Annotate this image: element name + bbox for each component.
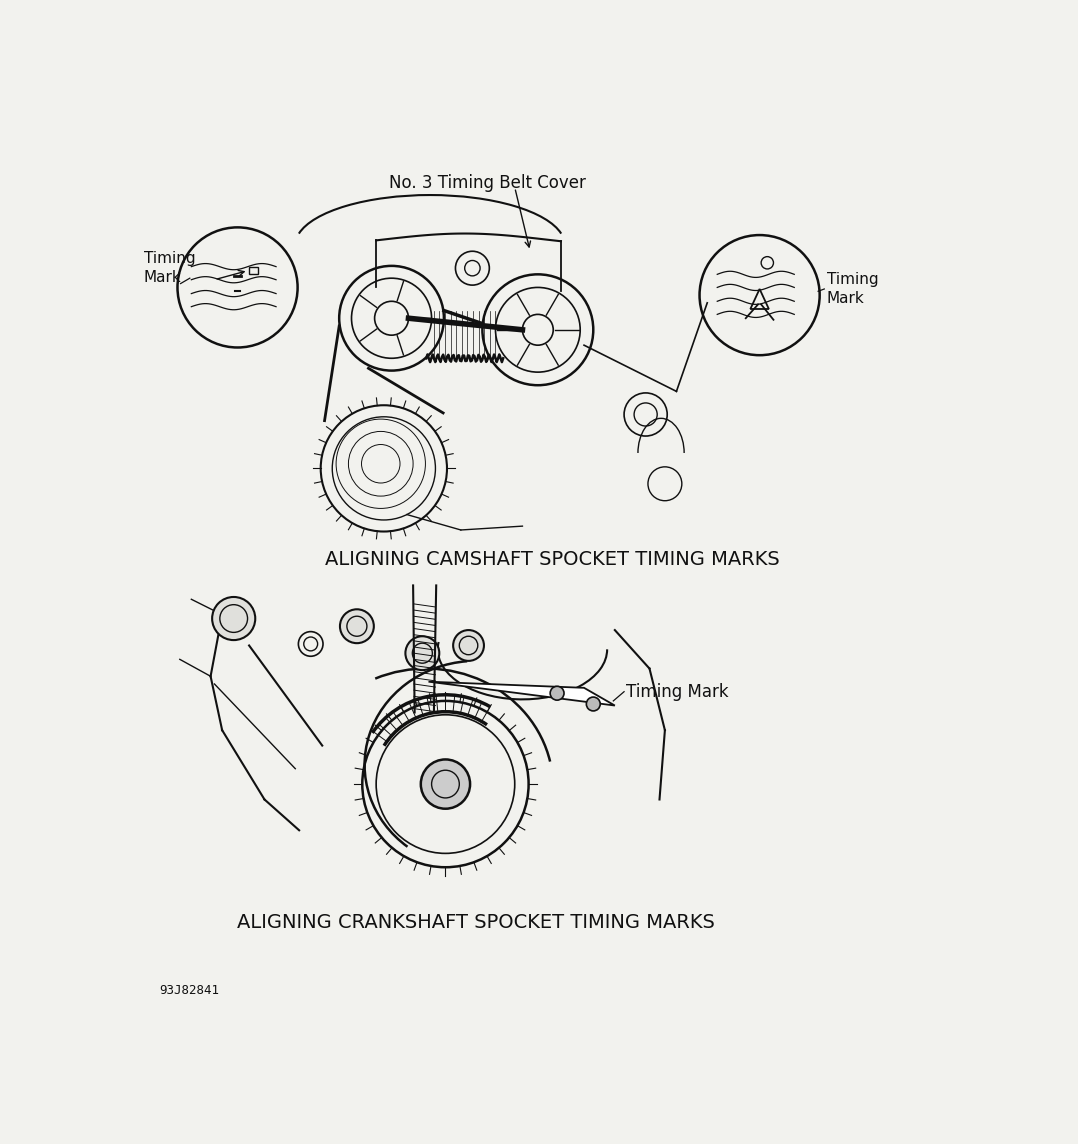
- Circle shape: [212, 597, 255, 641]
- Polygon shape: [428, 682, 614, 706]
- Text: No. 3 Timing Belt Cover: No. 3 Timing Belt Cover: [389, 174, 586, 192]
- Text: Timing Mark: Timing Mark: [626, 683, 729, 700]
- Text: Timing
Mark: Timing Mark: [143, 252, 195, 285]
- Text: ALIGNING CAMSHAFT SPOCKET TIMING MARKS: ALIGNING CAMSHAFT SPOCKET TIMING MARKS: [326, 550, 779, 569]
- Circle shape: [586, 697, 600, 710]
- Circle shape: [453, 630, 484, 661]
- Circle shape: [420, 760, 470, 809]
- Circle shape: [405, 636, 440, 670]
- Text: ALIGNING CRANKSHAFT SPOCKET TIMING MARKS: ALIGNING CRANKSHAFT SPOCKET TIMING MARKS: [237, 913, 715, 932]
- Text: Timing
Mark: Timing Mark: [827, 272, 879, 305]
- Circle shape: [340, 610, 374, 643]
- Bar: [249, 267, 259, 273]
- Circle shape: [550, 686, 564, 700]
- Text: 93J82841: 93J82841: [160, 984, 219, 996]
